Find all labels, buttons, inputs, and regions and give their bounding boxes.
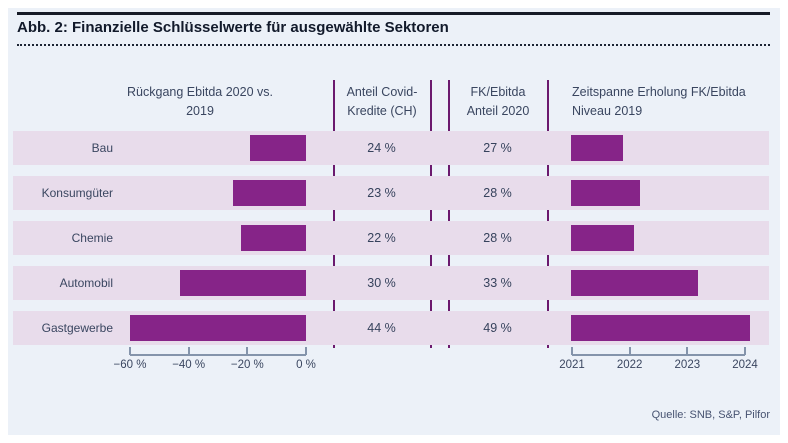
fk-ebitda-value: 28 % [483,231,512,245]
ebitda-tick [246,347,249,355]
ebitda-tick-label: −60 % [113,359,147,371]
ebitda-axis-line [130,354,306,356]
covid-credit-value: 24 % [367,141,396,155]
fk-ebitda-value: 28 % [483,186,512,200]
sector-label: Bau [91,141,113,155]
recovery-tick [686,347,689,355]
ebitda-decline-bar [179,270,306,296]
column-header-fk-ebitda: FK/Ebitda Anteil 2020 [466,85,530,118]
recovery-tick-label: 2022 [616,359,643,371]
fk-ebitda-value: 33 % [483,276,512,290]
ebitda-tick [129,347,131,355]
recovery-tick [744,347,746,355]
ebitda-tick-label: −20 % [230,359,264,371]
recovery-axis-line [572,354,745,356]
recovery-tick-label: 2024 [732,359,758,371]
recovery-span-bar [571,135,623,161]
column-separator-4 [547,80,549,348]
covid-credit-value: 44 % [367,321,396,335]
ebitda-tick [305,347,307,355]
fk-ebitda-value: 49 % [483,321,512,335]
fk-ebitda-value: 27 % [483,141,512,155]
sector-row: Konsumgüter 23 % 28 % [13,176,769,210]
column-header-ebitda-decline: Rückgang Ebitda 2020 vs. 2019 [127,85,273,118]
sector-row: Gastgewerbe 44 % 49 % [13,311,769,345]
sector-row: Bau 24 % 27 % [13,131,769,165]
covid-credit-value: 22 % [367,231,396,245]
recovery-tick [571,347,573,355]
recovery-tick-label: 2021 [559,359,585,371]
sector-label: Konsumgüter [41,186,113,200]
covid-credit-value: 30 % [367,276,396,290]
figure-title: Abb. 2: Finanzielle Schlüsselwerte für a… [17,19,449,36]
recovery-span-bar [571,270,698,296]
sector-row: Chemie 22 % 28 % [13,221,769,255]
column-separator-3 [448,80,450,348]
title-top-rule [17,12,770,15]
sector-label: Gastgewerbe [41,321,113,335]
column-header-recovery-span: Zeitspanne Erholung FK/Ebitda Niveau 201… [572,85,746,118]
covid-credit-value: 23 % [367,186,396,200]
ebitda-decline-bar [232,180,306,206]
column-separator-1 [333,80,335,348]
recovery-span-bar [571,225,635,251]
recovery-span-bar [571,180,641,206]
recovery-tick-label: 2023 [674,359,701,371]
ebitda-decline-bar [250,135,306,161]
ebitda-decline-bar [130,315,306,341]
sector-label: Automobil [59,276,113,290]
column-separator-2 [430,80,432,348]
sector-row: Automobil 30 % 33 % [13,266,769,300]
ebitda-tick-label: −40 % [172,359,206,371]
ebitda-tick [187,347,190,355]
ebitda-decline-bar [241,225,306,251]
column-header-covid-credits: Anteil Covid- Kredite (CH) [346,85,418,118]
dotted-divider [17,36,770,46]
sector-label: Chemie [71,231,113,245]
source-note: Quelle: SNB, S&P, Pilfor [651,409,770,421]
ebitda-tick-label: 0 % [296,359,316,371]
recovery-span-bar [571,315,750,341]
recovery-tick [628,347,631,355]
